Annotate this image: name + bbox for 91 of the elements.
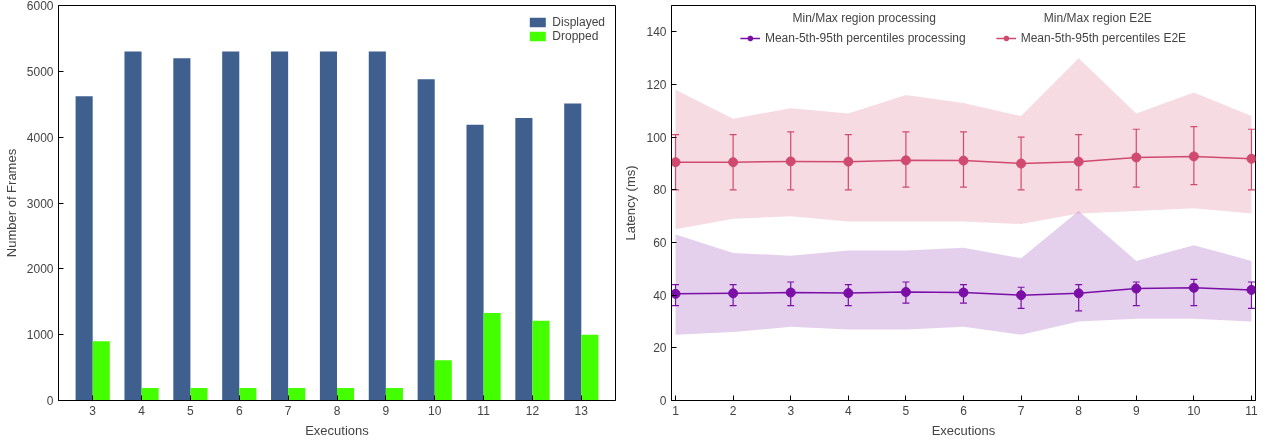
x-tick-label: 5 (187, 403, 195, 418)
y-tick-label: 40 (653, 288, 667, 303)
y-tick-label: 3000 (26, 196, 54, 211)
legend-label: Displayed (552, 15, 605, 29)
y-tick-label: 1000 (26, 328, 54, 343)
x-tick-label: 4 (138, 403, 146, 418)
point (1188, 151, 1199, 162)
y-tick-label: 2000 (26, 262, 54, 277)
annotation: Min/Max region E2E (1043, 11, 1152, 26)
y-tick-label: 120 (646, 78, 667, 92)
y-axis-title: Latency (ms) (623, 165, 639, 241)
bar (75, 96, 93, 401)
x-tick-label: 11 (477, 403, 491, 418)
point (958, 287, 969, 298)
point (843, 288, 854, 299)
bar (417, 79, 435, 401)
point (728, 288, 739, 299)
point (843, 156, 854, 167)
x-tick-label: 12 (525, 403, 540, 418)
point (785, 287, 796, 298)
bar (368, 51, 386, 401)
y-tick-label: 60 (653, 236, 667, 250)
point (958, 155, 969, 166)
bar (288, 387, 306, 401)
bar (173, 58, 191, 401)
x-axis-title: Executions (931, 422, 996, 438)
bar (271, 51, 289, 401)
y-tick-label: 4000 (26, 130, 54, 145)
bar (190, 387, 208, 401)
y-tick-label: 20 (653, 341, 667, 356)
x-tick-label: 10 (428, 403, 442, 418)
point (1073, 288, 1084, 299)
x-tick-label: 1 (672, 403, 680, 418)
y-tick-label: 0 (46, 394, 54, 408)
x-tick-label: 13 (574, 403, 589, 418)
bar (124, 51, 142, 401)
x-tick-label: 3 (89, 403, 97, 418)
y-tick-label: 5000 (26, 64, 54, 79)
bar (483, 312, 501, 401)
point (671, 288, 681, 299)
bar (92, 341, 110, 401)
bar (466, 124, 484, 401)
bar (337, 387, 355, 401)
x-tick-label: 5 (902, 403, 910, 418)
x-tick-label: 8 (1075, 403, 1083, 418)
bar (385, 387, 403, 401)
bar (222, 51, 240, 401)
y-axis-title: Number of Frames (3, 148, 19, 258)
point (1016, 158, 1027, 169)
point (728, 157, 739, 168)
point (1131, 152, 1142, 163)
legend-label: Dropped (552, 29, 599, 43)
x-tick-label: 8 (333, 403, 341, 418)
bar (581, 334, 599, 401)
point (785, 156, 796, 167)
x-tick-label: 6 (235, 403, 243, 418)
x-tick-label: 3 (787, 403, 795, 418)
bar (515, 118, 533, 401)
bar (239, 387, 257, 401)
point (1016, 290, 1027, 301)
legend-label: Mean-5th-95th percentiles processing (764, 31, 966, 45)
point (900, 155, 911, 166)
legend-label: Mean-5th-95th percentiles E2E (1020, 31, 1187, 45)
y-tick-label: 6000 (26, 0, 54, 13)
point (1246, 153, 1256, 164)
point (1246, 284, 1256, 295)
bar (319, 51, 337, 401)
point (900, 287, 911, 297)
x-tick-label: 4 (844, 403, 852, 418)
x-tick-label: 9 (1132, 403, 1140, 418)
bar (532, 320, 550, 401)
x-tick-label: 11 (1245, 403, 1259, 418)
y-tick-label: 140 (646, 25, 667, 40)
point (1188, 282, 1199, 293)
point (671, 157, 681, 168)
bar (564, 103, 582, 401)
x-tick-label: 10 (1187, 403, 1201, 418)
point (1073, 156, 1084, 167)
bar (141, 387, 159, 401)
x-tick-label: 2 (729, 403, 737, 418)
x-axis-title: Executions (305, 422, 370, 438)
y-tick-label: 80 (653, 183, 667, 198)
point (1131, 283, 1142, 294)
bar (434, 360, 452, 401)
x-tick-label: 9 (382, 403, 390, 418)
x-tick-label: 6 (960, 403, 968, 418)
y-tick-label: 0 (659, 394, 667, 408)
x-tick-label: 7 (1017, 403, 1025, 418)
annotation: Min/Max region processing (792, 11, 936, 26)
x-tick-label: 7 (284, 403, 292, 418)
y-tick-label: 100 (646, 130, 667, 145)
